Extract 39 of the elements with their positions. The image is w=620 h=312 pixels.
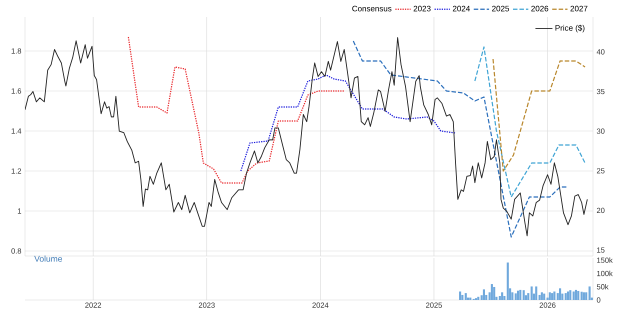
bar [493,286,496,300]
bar [572,291,575,300]
bar [482,289,485,300]
bar [461,294,464,300]
bar [559,288,562,300]
line-series [240,74,456,172]
bar [574,290,578,300]
bar [506,262,509,300]
bar [564,293,567,300]
line-series [25,37,588,236]
bar [530,286,533,300]
bar [566,291,570,300]
bar [498,296,501,300]
bar [522,290,525,300]
bar [511,292,514,300]
bar [516,290,520,300]
line-series [474,46,586,198]
bar [588,286,591,300]
chart-title: Volume [34,256,62,262]
bar [535,286,538,300]
line-series [352,40,569,238]
bar [464,293,467,300]
bar [519,290,522,300]
bar [577,290,580,300]
bar [580,292,583,300]
bar [548,292,551,300]
bar [501,292,504,300]
bar [553,291,556,300]
bar [582,292,585,300]
line-series [128,36,345,184]
bar [543,294,546,300]
bar [490,284,493,300]
bar [514,293,517,300]
bar [569,290,572,300]
bar [477,296,480,300]
bar [540,292,543,300]
line-series [492,58,586,172]
bar [459,291,462,300]
bar [551,293,554,300]
